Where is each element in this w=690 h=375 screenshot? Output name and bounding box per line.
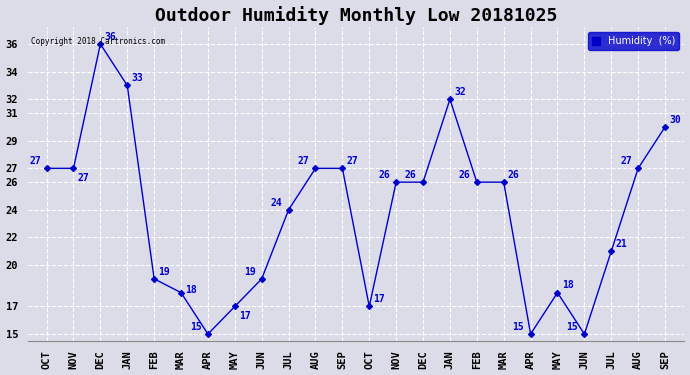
Text: 17: 17 — [239, 311, 250, 321]
Title: Outdoor Humidity Monthly Low 20181025: Outdoor Humidity Monthly Low 20181025 — [155, 6, 557, 24]
Text: 15: 15 — [566, 322, 578, 332]
Text: 18: 18 — [562, 280, 573, 291]
Text: 27: 27 — [346, 156, 358, 166]
Text: 27: 27 — [78, 173, 90, 183]
Legend: Humidity  (%): Humidity (%) — [589, 32, 679, 50]
Text: 27: 27 — [620, 156, 632, 166]
Text: 27: 27 — [30, 156, 41, 166]
Text: 30: 30 — [669, 115, 681, 125]
Text: 24: 24 — [270, 198, 282, 208]
Text: 26: 26 — [508, 170, 520, 180]
Text: 21: 21 — [615, 239, 627, 249]
Text: 19: 19 — [158, 267, 170, 277]
Text: 17: 17 — [373, 294, 385, 304]
Text: 36: 36 — [105, 32, 117, 42]
Text: 26: 26 — [378, 170, 390, 180]
Text: 32: 32 — [454, 87, 466, 97]
Text: Copyright 2018 Cartronics.com: Copyright 2018 Cartronics.com — [31, 37, 165, 46]
Text: 15: 15 — [190, 322, 201, 332]
Text: 26: 26 — [405, 170, 417, 180]
Text: 19: 19 — [244, 267, 255, 277]
Text: 33: 33 — [131, 74, 144, 83]
Text: 27: 27 — [297, 156, 309, 166]
Text: 26: 26 — [459, 170, 471, 180]
Text: 15: 15 — [513, 322, 524, 332]
Text: 18: 18 — [185, 285, 197, 295]
